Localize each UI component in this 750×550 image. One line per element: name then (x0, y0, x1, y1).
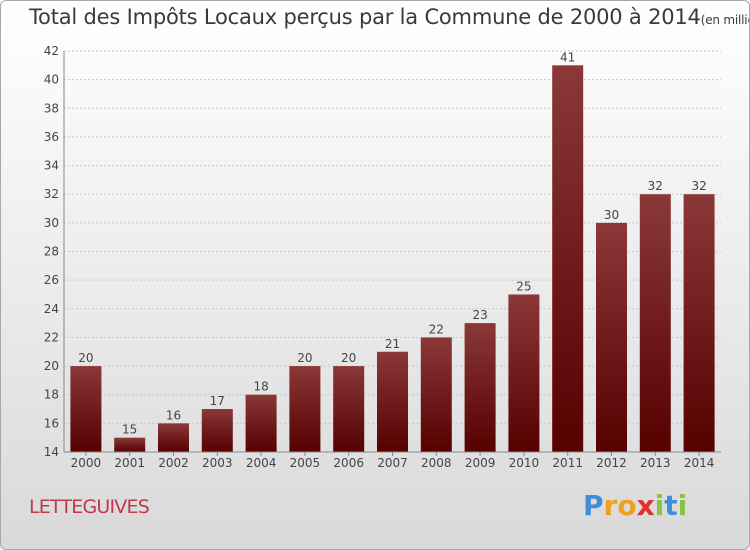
x-tick-label: 2003 (202, 456, 233, 470)
y-tick-label: 14 (44, 445, 59, 459)
y-tick-label: 24 (44, 302, 59, 316)
data-label: 20 (341, 351, 356, 365)
logo-letter: t (664, 489, 678, 522)
y-tick-label: 22 (44, 330, 59, 344)
logo-letter: i (677, 489, 688, 522)
data-label: 20 (297, 351, 312, 365)
data-label: 30 (604, 208, 619, 222)
x-tick-label: 2014 (684, 456, 715, 470)
data-label: 18 (253, 380, 268, 394)
logo-letter: P (583, 489, 604, 522)
bar (420, 337, 452, 452)
x-tick-label: 2011 (552, 456, 583, 470)
x-tick-label: 2007 (377, 456, 408, 470)
data-label: 15 (122, 423, 137, 437)
x-tick-label: 2000 (71, 456, 102, 470)
y-tick-label: 38 (44, 101, 59, 115)
x-tick-label: 2005 (290, 456, 321, 470)
data-label: 20 (78, 351, 93, 365)
y-tick-label: 40 (44, 73, 59, 87)
bar (464, 323, 496, 452)
x-tick-label: 2012 (596, 456, 627, 470)
x-tick-label: 2008 (421, 456, 452, 470)
y-tick-label: 26 (44, 273, 59, 287)
x-tick-label: 2010 (509, 456, 540, 470)
bar (289, 366, 321, 452)
proxiti-logo[interactable]: Proxiti (583, 489, 687, 522)
x-tick-label: 2006 (333, 456, 364, 470)
data-label: 21 (385, 337, 400, 351)
bar (683, 194, 715, 452)
y-tick-label: 28 (44, 245, 59, 259)
x-tick-label: 2004 (246, 456, 277, 470)
y-tick-label: 16 (44, 416, 59, 430)
chart-title: Total des Impôts Locaux perçus par la Co… (29, 5, 749, 29)
data-label: 25 (516, 279, 531, 293)
bar (70, 366, 102, 452)
data-label: 41 (560, 50, 575, 64)
bar (552, 65, 584, 453)
data-label: 16 (166, 408, 181, 422)
bar (639, 194, 671, 452)
x-tick-label: 2002 (158, 456, 189, 470)
y-tick-label: 36 (44, 130, 59, 144)
y-tick-label: 32 (44, 187, 59, 201)
y-tick-label: 20 (44, 359, 59, 373)
x-tick-label: 2009 (465, 456, 496, 470)
chart-unit: (en milliers d'€) (700, 13, 749, 27)
y-tick-label: 42 (44, 44, 59, 58)
bar (377, 351, 408, 452)
bar (333, 366, 365, 452)
data-label: 17 (210, 394, 225, 408)
data-label: 23 (472, 308, 487, 322)
logo-letter: x (636, 489, 655, 522)
y-tick-label: 34 (44, 159, 59, 173)
bar (245, 394, 277, 452)
y-tick-label: 18 (44, 388, 59, 402)
logo-letter: r (603, 489, 618, 522)
data-label: 32 (691, 179, 706, 193)
logo-letter: i (654, 489, 665, 522)
x-tick-label: 2013 (640, 456, 671, 470)
bar (596, 222, 627, 452)
data-label: 32 (648, 179, 663, 193)
bar (114, 437, 146, 452)
data-label: 22 (429, 322, 444, 336)
logo-letter: o (617, 489, 637, 522)
y-tick-label: 30 (44, 216, 59, 230)
chart-title-text: Total des Impôts Locaux perçus par la Co… (29, 5, 701, 29)
commune-name: LETTEGUIVES (29, 496, 150, 518)
bar (158, 423, 189, 452)
x-tick-label: 2001 (114, 456, 145, 470)
bar (508, 294, 540, 452)
bar (201, 409, 233, 452)
